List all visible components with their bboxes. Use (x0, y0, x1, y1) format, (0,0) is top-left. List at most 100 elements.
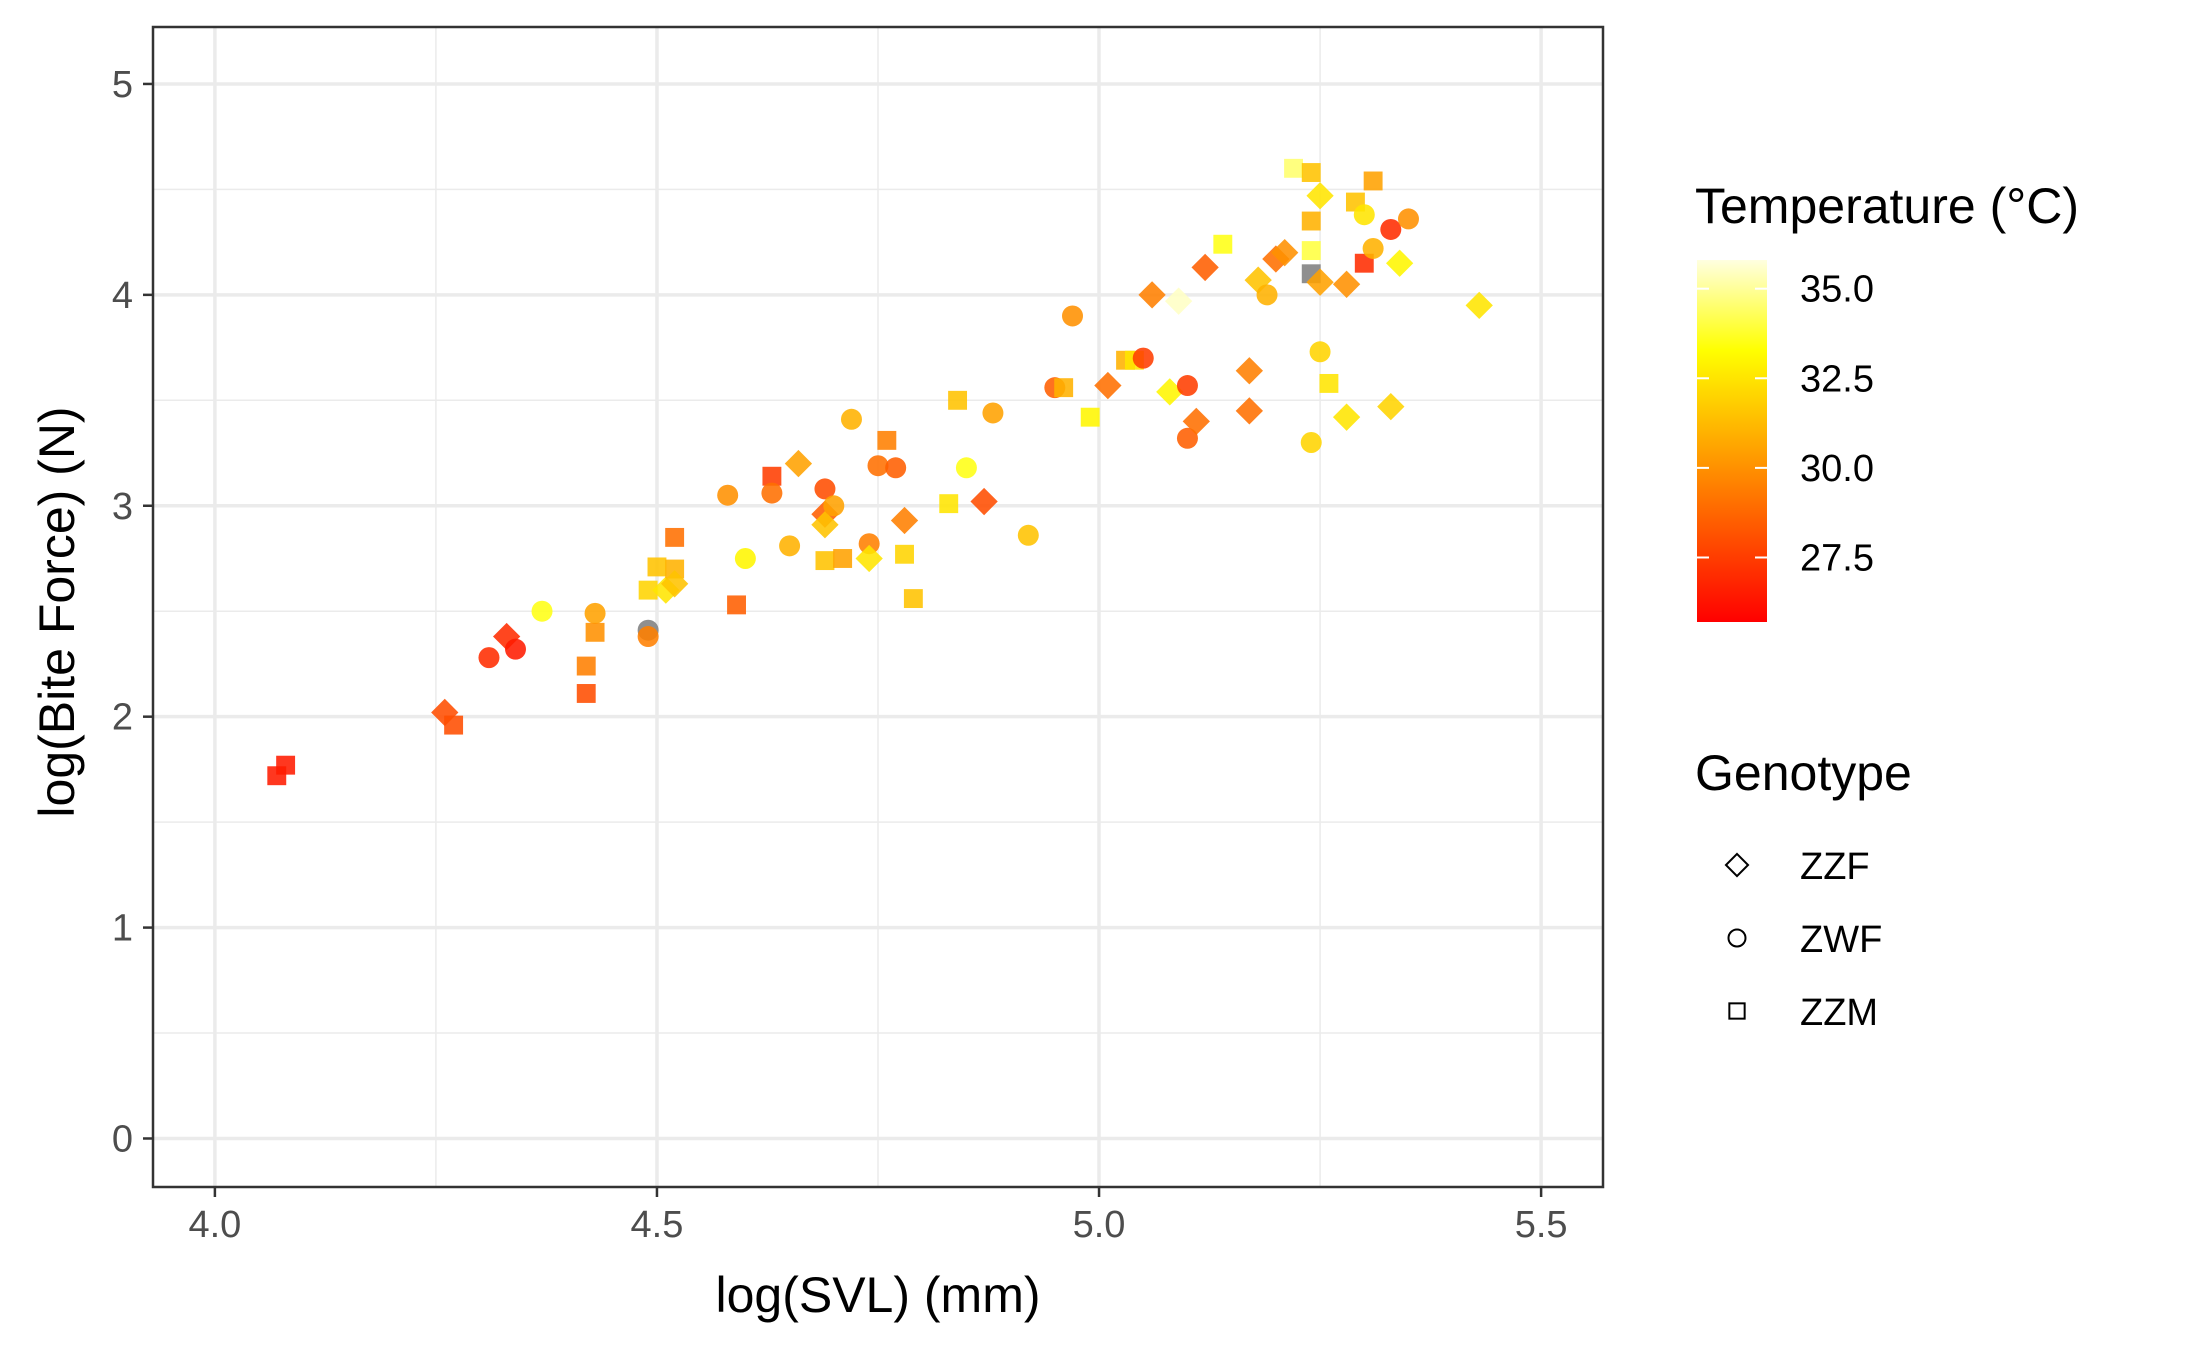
data-point (1385, 249, 1414, 277)
data-point (584, 602, 606, 624)
panel-border (151, 25, 1605, 1189)
data-point (761, 482, 783, 504)
data-point (1377, 392, 1405, 421)
data-point (1306, 268, 1334, 296)
y-tick-label: 0 (112, 1118, 133, 1160)
x-tick-label: 4.0 (188, 1204, 241, 1246)
data-point (1306, 182, 1334, 210)
data-point (1332, 270, 1361, 298)
data-point (1164, 287, 1193, 315)
data-point (478, 647, 500, 669)
y-tick-label: 4 (112, 275, 133, 317)
temperature-legend: Temperature (°C) 27.5 30.0 32.5 35.0 (1695, 178, 2079, 622)
data-point (982, 402, 1004, 424)
data-point (955, 457, 977, 479)
data-point (660, 570, 689, 598)
legend-label-zwf: ZWF (1800, 919, 1882, 961)
colorbar-label: 32.5 (1800, 358, 1874, 400)
data-point (505, 638, 526, 660)
data-point (1176, 427, 1198, 449)
x-tick-label: 4.5 (631, 1204, 684, 1246)
y-tick-label: 5 (112, 64, 133, 106)
data-point (885, 457, 907, 479)
data-point (734, 547, 756, 569)
x-tick-label: 5.0 (1073, 1204, 1126, 1246)
genotype-legend: Genotype ZZF ZWF ZZM (1695, 745, 1912, 1034)
y-tick-label: 1 (112, 908, 133, 950)
data-point (1262, 245, 1290, 273)
data-point (903, 589, 923, 609)
data-point (1284, 158, 1303, 178)
data-points (267, 158, 1493, 786)
data-point (637, 626, 659, 648)
data-point (1182, 407, 1210, 436)
y-tick-label: 2 (112, 697, 133, 739)
data-point (1213, 234, 1233, 254)
data-point (1271, 239, 1299, 267)
data-point (576, 656, 596, 676)
data-point (1353, 204, 1375, 226)
colorbar-label: 27.5 (1800, 537, 1874, 579)
data-point (1319, 373, 1339, 393)
data-point (840, 408, 862, 430)
legend-key-zzm (1728, 1002, 1746, 1020)
data-point (855, 544, 883, 573)
colorbar-label: 35.0 (1800, 269, 1874, 311)
data-point (948, 390, 968, 410)
data-point (1054, 378, 1074, 398)
data-point (1332, 403, 1361, 431)
genotype-legend-entries: ZZF ZWF ZZM (1724, 846, 1882, 1034)
temperature-legend-title: Temperature (°C) (1695, 178, 2079, 234)
data-point (784, 449, 813, 478)
data-point (1465, 291, 1493, 320)
data-point (665, 559, 685, 579)
data-point (1301, 211, 1321, 231)
data-point (647, 557, 667, 577)
data-point (531, 600, 553, 622)
data-point (665, 527, 685, 547)
x-tick-label: 5.5 (1515, 1204, 1568, 1246)
data-point (1380, 218, 1402, 240)
y-axis-title: log(Bite Force) (N) (29, 406, 85, 817)
colorbar-label: 30.0 (1800, 448, 1874, 490)
x-axis: 4.0 4.5 5.0 5.5 (188, 1187, 1568, 1246)
data-point (1094, 371, 1122, 400)
data-point (1301, 163, 1321, 182)
data-point (833, 549, 853, 568)
data-point (1235, 397, 1263, 425)
data-point (638, 580, 658, 600)
data-point (1191, 253, 1219, 282)
data-point (1363, 171, 1383, 191)
data-point (1397, 208, 1419, 230)
data-point (1256, 284, 1278, 306)
legend-label-zzf: ZZF (1800, 846, 1870, 888)
data-point (779, 535, 801, 557)
y-tick-label: 3 (112, 486, 133, 528)
data-point (858, 533, 880, 555)
data-point (1138, 281, 1166, 309)
data-point (585, 622, 605, 642)
data-point (970, 487, 998, 516)
data-point (1062, 305, 1084, 327)
data-point (811, 511, 839, 539)
data-point (1301, 241, 1321, 261)
data-point (727, 595, 746, 615)
data-point (823, 495, 845, 517)
legend-key-zzf (1724, 852, 1750, 878)
colorbar-ticks: 27.5 30.0 32.5 35.0 (1697, 269, 1874, 579)
legend-key-zwf (1727, 928, 1747, 948)
data-point (1300, 431, 1322, 453)
data-point (815, 551, 835, 571)
data-point (1132, 347, 1154, 369)
data-point (1156, 378, 1184, 406)
legend-label-zzm: ZZM (1800, 992, 1878, 1034)
data-point (814, 478, 836, 500)
data-point (895, 544, 914, 564)
x-axis-title: log(SVL) (mm) (715, 1267, 1040, 1323)
data-point (939, 494, 959, 514)
genotype-legend-title: Genotype (1695, 745, 1912, 801)
data-point (1017, 524, 1039, 546)
data-point (1176, 375, 1198, 397)
